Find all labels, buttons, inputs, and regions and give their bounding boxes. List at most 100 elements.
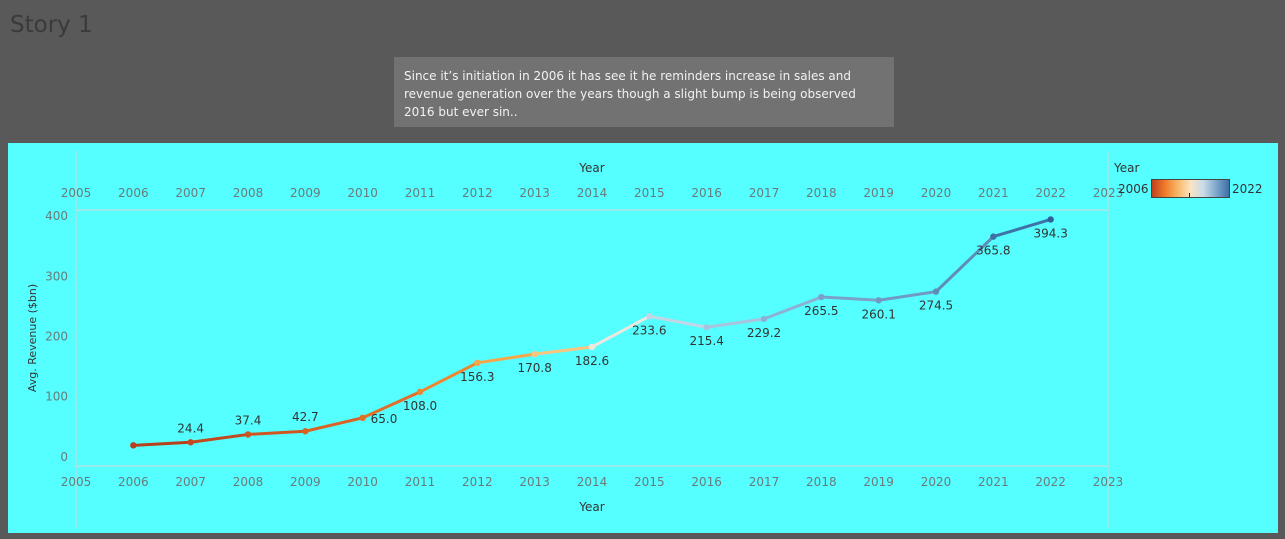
legend-min-label: 2006 [1118,182,1149,196]
top-x-tick-label: 2009 [290,186,321,200]
bottom-x-tick-label: 2007 [175,475,206,489]
data-label: 182.6 [575,354,609,368]
revenue-line-chart: Year Year Avg. Revenue ($bn) 2005 2005 2006 20… [26,151,1124,528]
data-point [932,288,940,295]
top-x-tick-label: 2022 [1035,186,1066,200]
line-segment [533,345,594,356]
data-label: 365.8 [976,244,1010,258]
data-point [703,324,710,331]
data-point [1047,216,1054,223]
bottom-x-tick-label: 2006 [118,475,149,489]
top-x-tick-label: 2005 [61,186,92,200]
data-label: 170.8 [517,361,551,375]
top-x-tick-label: 2020 [921,186,952,200]
bottom-x-tick-label: 2013 [519,475,550,489]
bottom-x-tick-label: 2023 [1093,475,1124,489]
top-x-tick-label: 2007 [175,186,206,200]
y-tick-label: 300 [45,269,68,283]
bottom-x-tick-label: 2005 [61,475,92,489]
top-x-tick-label: 2019 [863,186,894,200]
line-segment [934,235,995,294]
data-label: 24.4 [177,421,204,435]
data-point [187,439,194,446]
data-label: 265.5 [804,304,838,318]
bottom-x-tick-label: 2020 [921,475,952,489]
bottom-x-tick-label: 2010 [347,475,378,489]
line-segment [877,290,938,302]
top-x-tick-label: 2013 [519,186,550,200]
data-point [760,315,768,323]
top-x-tick-label: 2008 [233,186,264,200]
line-segment [647,314,709,329]
data-point [588,343,596,351]
bottom-x-tick-label: 2012 [462,475,493,489]
bottom-x-tick-label: 2011 [405,475,436,489]
data-point [130,442,137,449]
data-point [531,350,538,358]
data-point [474,359,481,367]
data-point [416,388,424,396]
data-label: 229.2 [747,326,781,340]
y-tick-label: 0 [60,450,68,464]
top-x-tick-label: 2011 [405,186,436,200]
legend-max-label: 2022 [1232,182,1263,196]
bottom-x-tick-label: 2022 [1035,475,1066,489]
top-x-tick-label: 2023 [1093,186,1124,200]
color-legend-bar[interactable] [1151,179,1230,198]
line-segment [303,416,365,433]
legend-tick [1189,193,1190,197]
data-label: 274.5 [919,299,953,313]
bottom-x-tick-label: 2017 [749,475,780,489]
story-caption[interactable]: Since it’s initiation in 2006 it has see… [394,57,894,127]
top-x-tick-label: 2018 [806,186,837,200]
data-label: 37.4 [235,413,262,427]
line-segment [705,317,766,329]
y-tick-label: 400 [45,209,68,223]
data-label: 233.6 [632,323,666,337]
bottom-x-tick-label: 2015 [634,475,665,489]
data-point [990,233,997,240]
y-axis-title: Avg. Revenue ($bn) [26,284,39,392]
line-segment [762,295,823,321]
data-point [646,313,653,320]
top-axis-title: Year [578,161,604,175]
data-label: 42.7 [292,410,319,424]
line-segment [590,314,651,349]
top-x-tick-label: 2021 [978,186,1009,200]
story-title: Story 1 [10,12,93,38]
bottom-x-tick-label: 2019 [863,475,894,489]
top-x-tick-label: 2014 [577,186,608,200]
bottom-x-tick-label: 2016 [691,475,722,489]
top-x-tick-label: 2015 [634,186,665,200]
line-segment [991,217,1053,239]
data-label: 394.3 [1033,226,1067,240]
legend-title: Year [1114,161,1140,175]
data-label: 65.0 [371,412,398,426]
bottom-x-tick-label: 2021 [978,475,1009,489]
bottom-x-tick-label: 2008 [233,475,264,489]
y-tick-label: 200 [45,329,68,343]
top-x-tick-label: 2016 [691,186,722,200]
line-segment [361,390,422,420]
line-segment [131,440,193,447]
top-x-tick-label: 2012 [462,186,493,200]
data-label: 156.3 [460,370,494,384]
data-point [359,414,366,422]
line-segment [246,429,307,436]
chart-panel: Year Year Avg. Revenue ($bn) 2005 2005 2006 20… [8,143,1278,533]
top-x-tick-label: 2010 [347,186,378,200]
data-label: 260.1 [861,307,895,321]
data-point [818,293,825,301]
data-point [244,431,252,438]
line-segment [189,432,250,444]
data-point [302,428,309,435]
line-segment [475,352,537,365]
bottom-axis-title: Year [578,500,604,514]
data-label: 215.4 [689,334,723,348]
data-point [875,297,882,304]
bottom-x-tick-label: 2014 [577,475,608,489]
y-tick-label: 100 [45,390,68,404]
bottom-x-tick-label: 2018 [806,475,837,489]
line-segment [418,361,479,394]
top-x-tick-label: 2017 [749,186,780,200]
